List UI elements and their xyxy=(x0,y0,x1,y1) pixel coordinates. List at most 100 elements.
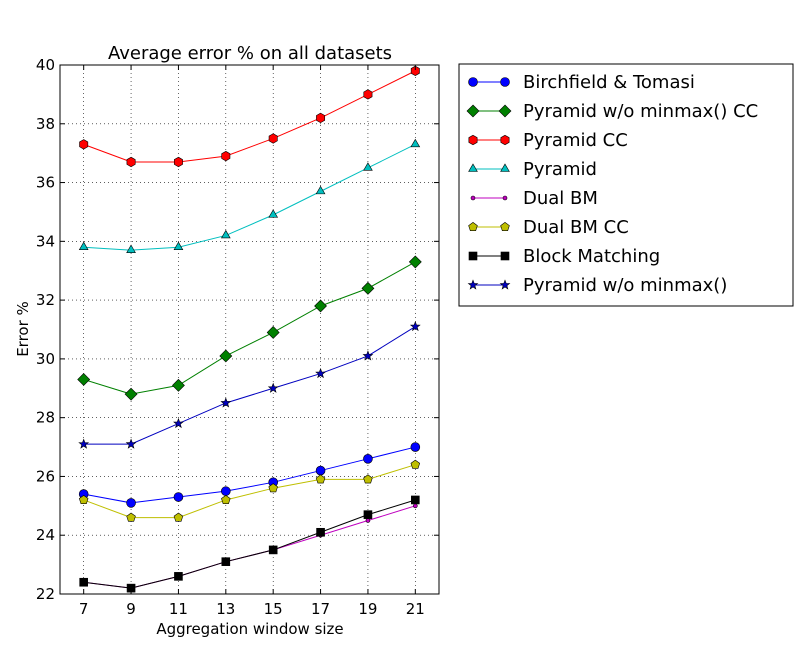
series-group xyxy=(77,65,422,593)
x-tick-label-21: 21 xyxy=(406,600,425,618)
data-point-s4-x9 xyxy=(126,244,136,253)
data-point-s7-x21 xyxy=(411,495,420,505)
data-point-s1-x13 xyxy=(221,486,231,496)
series-line-2 xyxy=(83,261,416,395)
data-point-s3-x9 xyxy=(126,156,136,168)
legend-marker-2-a xyxy=(466,104,480,118)
series-line-6 xyxy=(83,464,416,519)
data-point-s2-x17 xyxy=(314,299,327,313)
data-point-s7-x13 xyxy=(221,557,231,566)
data-point-s4-x15 xyxy=(268,209,279,218)
data-point-s3-x19 xyxy=(363,89,373,100)
data-point-s8-x9 xyxy=(125,438,137,449)
x-tick-label-9: 9 xyxy=(126,600,136,618)
x-tick-label-17: 17 xyxy=(311,600,330,618)
data-point-s4-x11 xyxy=(173,241,184,251)
data-point-s5-x19 xyxy=(365,518,371,523)
data-point-s8-x21 xyxy=(409,320,421,332)
series-line-1 xyxy=(83,446,416,504)
y-tick-label-32: 32 xyxy=(36,291,55,309)
series-line-8 xyxy=(83,326,416,445)
data-point-s3-x21 xyxy=(410,65,420,77)
data-point-s6-x15 xyxy=(268,483,278,493)
legend: Birchfield & Tomasi Pyramid w/o minmax() … xyxy=(458,63,794,307)
data-point-s6-x11 xyxy=(173,512,184,522)
data-point-s3-x15 xyxy=(268,133,278,144)
y-tick-label-40: 40 xyxy=(36,56,55,74)
legend-marker-8-b xyxy=(499,279,511,290)
data-point-s2-x15 xyxy=(266,326,280,339)
y-tick-label-30: 30 xyxy=(36,350,55,368)
data-point-s1-x19 xyxy=(363,454,373,464)
data-point-s7-x15 xyxy=(268,545,278,555)
legend-entry-3: Pyramid CC xyxy=(468,130,628,151)
data-point-s8-x19 xyxy=(362,350,374,361)
y-tick-label-22: 22 xyxy=(36,585,55,603)
data-point-s2-x9 xyxy=(124,387,138,401)
legend-label-7: Block Matching xyxy=(523,246,660,267)
data-point-s4-x7 xyxy=(78,241,89,251)
legend-entry-2: Pyramid w/o minmax() CC xyxy=(466,101,758,122)
chart-title: Average error % on all datasets xyxy=(108,43,392,64)
data-point-s2-x19 xyxy=(361,281,375,295)
y-tick-label-34: 34 xyxy=(36,232,55,250)
data-point-s4-x19 xyxy=(363,162,373,171)
legend-label-5: Dual BM xyxy=(523,188,598,209)
data-point-s6-x21 xyxy=(410,459,421,469)
y-tick-label-24: 24 xyxy=(36,526,55,544)
legend-marker-4-a xyxy=(468,163,478,172)
legend-entry-1: Birchfield & Tomasi xyxy=(468,72,695,93)
legend-marker-8-a xyxy=(467,279,479,290)
data-point-s6-x7 xyxy=(78,494,89,504)
data-point-s1-x21 xyxy=(410,442,421,452)
legend-marker-1-b xyxy=(500,77,510,87)
series-line-7 xyxy=(83,499,416,589)
legend-entry-7: Block Matching xyxy=(468,246,660,267)
series-7 xyxy=(79,495,420,593)
legend-marker-3-a xyxy=(468,134,478,146)
legend-label-1: Birchfield & Tomasi xyxy=(523,72,695,93)
legend-marker-6-b xyxy=(500,222,510,232)
data-point-s1-x17 xyxy=(315,465,326,476)
data-point-s8-x15 xyxy=(267,382,279,393)
data-point-s4-x17 xyxy=(315,185,326,195)
data-point-s8-x7 xyxy=(78,438,90,449)
series-4 xyxy=(78,138,421,253)
data-point-s3-x13 xyxy=(221,150,231,162)
legend-entry-8: Pyramid w/o minmax() xyxy=(467,275,727,296)
data-point-s6-x9 xyxy=(126,512,136,522)
y-tick-label-26: 26 xyxy=(36,467,55,485)
legend-marker-5-a xyxy=(470,195,476,201)
legend-label-6: Dual BM CC xyxy=(523,217,629,238)
y-tick-label-36: 36 xyxy=(36,174,55,192)
series-1 xyxy=(78,442,421,508)
data-point-s7-x19 xyxy=(363,510,373,519)
x-tick-label-15: 15 xyxy=(264,600,283,618)
legend-marker-7-a xyxy=(468,251,478,261)
legend-marker-5-b xyxy=(502,195,508,201)
y-tick-label-38: 38 xyxy=(36,115,55,133)
data-point-s1-x9 xyxy=(126,498,136,508)
data-point-s3-x11 xyxy=(173,156,183,168)
data-point-s6-x13 xyxy=(221,494,231,504)
data-point-s2-x13 xyxy=(219,349,233,363)
series-line-3 xyxy=(83,70,416,163)
y-tick-label-28: 28 xyxy=(36,409,55,427)
x-tick-label-11: 11 xyxy=(169,600,188,618)
x-tick-label-19: 19 xyxy=(358,600,377,618)
y-axis-label: Error % xyxy=(14,301,32,357)
data-point-s4-x21 xyxy=(410,138,421,148)
legend-marker-2-b xyxy=(498,104,512,118)
plot-frame xyxy=(59,64,440,595)
data-point-s5-x21 xyxy=(413,503,418,509)
legend-marker-3-b xyxy=(500,134,510,146)
data-point-s8-x13 xyxy=(220,397,232,408)
x-tick-label-7: 7 xyxy=(79,600,89,618)
data-point-s6-x17 xyxy=(315,474,326,484)
series-2 xyxy=(77,255,422,401)
legend-label-4: Pyramid xyxy=(523,159,597,180)
data-point-s3-x17 xyxy=(316,112,326,124)
data-point-s7-x7 xyxy=(79,577,88,587)
data-point-s4-x13 xyxy=(220,229,231,239)
